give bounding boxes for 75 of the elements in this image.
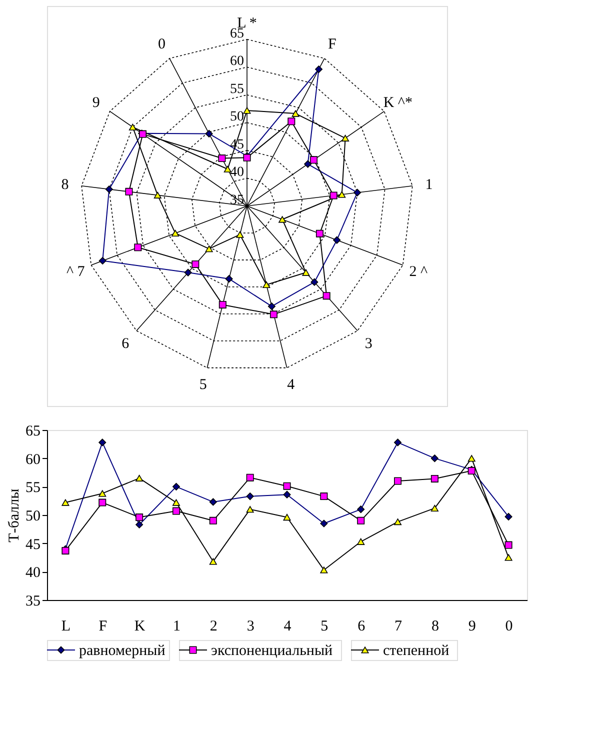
point bbox=[98, 498, 106, 506]
y-tick-label: 35 bbox=[26, 594, 40, 610]
point bbox=[209, 516, 217, 524]
x-tick-label: F bbox=[98, 618, 108, 634]
point bbox=[430, 454, 438, 462]
x-tick-label: 1 bbox=[172, 618, 180, 634]
spoke-label: 1 bbox=[425, 176, 433, 193]
spoke-label: F bbox=[328, 36, 336, 53]
x-tick-label: 6 bbox=[358, 618, 366, 634]
point bbox=[172, 482, 180, 490]
point bbox=[283, 490, 291, 498]
point bbox=[283, 514, 291, 521]
point bbox=[504, 541, 512, 549]
x-tick-label: 3 bbox=[246, 618, 254, 634]
point bbox=[98, 438, 106, 446]
x-tick-label: 9 bbox=[468, 618, 476, 634]
y-tick-label: 55 bbox=[26, 480, 40, 496]
point bbox=[172, 499, 180, 506]
point bbox=[357, 516, 365, 524]
point bbox=[430, 474, 438, 482]
point bbox=[394, 477, 402, 485]
y-tick-label: 45 bbox=[26, 536, 40, 553]
point bbox=[209, 558, 217, 565]
y-tick-label: 60 bbox=[230, 54, 244, 70]
y-tick-label: 55 bbox=[230, 82, 244, 97]
x-tick-label: L bbox=[61, 618, 71, 634]
spoke-label: 6 bbox=[122, 336, 130, 352]
spoke-label: 3 bbox=[364, 336, 372, 352]
legend-label: степенной bbox=[383, 643, 450, 659]
point bbox=[357, 538, 365, 545]
point bbox=[209, 498, 217, 506]
point bbox=[394, 438, 402, 446]
point bbox=[136, 474, 144, 482]
y-axis-title: Т-баллы bbox=[6, 488, 22, 542]
point bbox=[283, 482, 291, 490]
point bbox=[468, 455, 476, 462]
y-tick-label: 60 bbox=[26, 452, 40, 468]
spoke-label: 9 bbox=[92, 94, 100, 111]
x-tick-label: 4 bbox=[284, 618, 292, 634]
x-tick-label: 8 bbox=[431, 618, 439, 634]
point bbox=[320, 492, 328, 500]
point bbox=[320, 566, 328, 574]
x-tick-label: K bbox=[134, 618, 146, 634]
point bbox=[172, 507, 180, 515]
y-tick-label: 40 bbox=[230, 165, 244, 180]
y-tick-label: 50 bbox=[230, 110, 244, 125]
y-tick-label: 50 bbox=[26, 508, 40, 524]
point bbox=[62, 499, 70, 506]
y-tick-label: 65 bbox=[26, 424, 40, 440]
spoke-label: 5 bbox=[199, 377, 207, 394]
y-tick-label: 40 bbox=[26, 565, 40, 582]
point bbox=[357, 506, 365, 514]
point bbox=[136, 514, 144, 522]
x-tick-label: 2 bbox=[210, 618, 218, 634]
point bbox=[246, 506, 254, 513]
point bbox=[430, 504, 438, 512]
point bbox=[136, 520, 144, 528]
point bbox=[98, 490, 106, 497]
spoke-label: 8 bbox=[61, 176, 69, 193]
spoke-label: 2 ^ bbox=[409, 264, 428, 280]
x-tick-label: 0 bbox=[505, 618, 513, 634]
point bbox=[320, 520, 328, 528]
point bbox=[246, 474, 254, 482]
x-tick-label: 7 bbox=[394, 618, 403, 634]
point bbox=[504, 512, 512, 520]
legend-label: экспоненциальный bbox=[211, 643, 333, 659]
spoke-label: 4 bbox=[287, 377, 296, 394]
point bbox=[504, 554, 512, 561]
legend-label: равномерный bbox=[79, 643, 166, 659]
point bbox=[246, 492, 254, 500]
point bbox=[394, 518, 402, 526]
spoke-label: K ^* bbox=[383, 94, 412, 111]
spoke-label: ^ 7 bbox=[66, 264, 86, 280]
spoke-label: 0 bbox=[158, 36, 166, 53]
x-tick-label: 5 bbox=[320, 618, 328, 634]
